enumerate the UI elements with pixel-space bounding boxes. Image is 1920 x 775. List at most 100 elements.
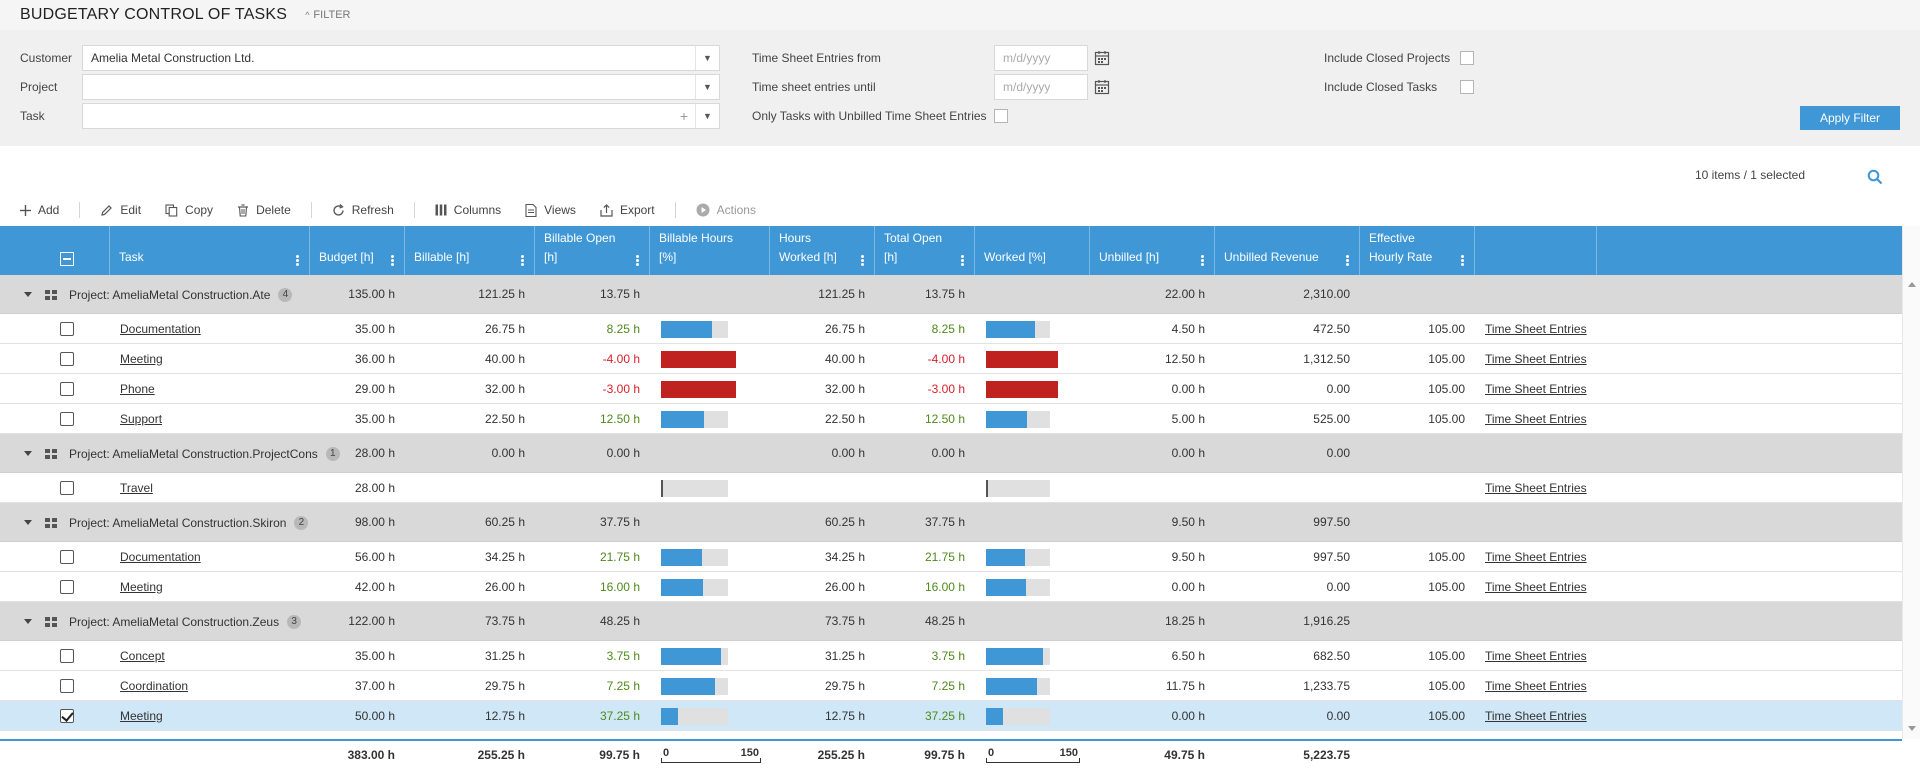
actions-button[interactable]: Actions	[696, 203, 756, 217]
header-unbilled-revenue[interactable]: Unbilled Revenue	[1215, 226, 1360, 275]
column-menu-icon[interactable]	[521, 255, 524, 266]
chevron-down-icon[interactable]: ▼	[695, 46, 719, 70]
column-menu-icon[interactable]	[861, 255, 864, 266]
table-row[interactable]: Concept 35.00 h 31.25 h 3.75 h 31.25 h 3.75 h…	[0, 641, 1902, 671]
columns-button[interactable]: Columns	[435, 203, 501, 217]
task-name-link[interactable]: Meeting	[120, 708, 163, 723]
header-worked-pct[interactable]: Worked [%]	[975, 226, 1090, 275]
filter-toggle[interactable]: ^ FILTER	[305, 9, 350, 21]
chevron-down-icon[interactable]: ▼	[695, 75, 719, 99]
column-menu-icon[interactable]	[1461, 255, 1464, 266]
row-checkbox[interactable]	[60, 550, 74, 564]
row-checkbox[interactable]	[60, 412, 74, 426]
refresh-button[interactable]: Refresh	[332, 203, 394, 217]
views-button[interactable]: Views	[525, 203, 576, 217]
calendar-icon[interactable]	[1094, 79, 1110, 95]
task-name-link[interactable]: Meeting	[120, 579, 163, 594]
column-menu-icon[interactable]	[296, 255, 299, 266]
row-checkbox[interactable]	[60, 481, 74, 495]
edit-button[interactable]: Edit	[100, 203, 141, 217]
header-total-open[interactable]: Total Open [h]	[875, 226, 975, 275]
table-row[interactable]: Phone 29.00 h 32.00 h -3.00 h 32.00 h -3.00 h…	[0, 374, 1902, 404]
row-checkbox[interactable]	[60, 580, 74, 594]
select-all-checkbox[interactable]	[60, 252, 74, 266]
task-name-link[interactable]: Travel	[120, 480, 153, 495]
header-billable[interactable]: Billable [h]	[405, 226, 535, 275]
caret-down-icon[interactable]	[24, 519, 32, 525]
task-name-link[interactable]: Documentation	[120, 549, 201, 564]
task-name-link[interactable]: Concept	[120, 648, 165, 663]
time-sheet-entries-link[interactable]: Time Sheet Entries	[1485, 480, 1587, 495]
apply-filter-button[interactable]: Apply Filter	[1800, 106, 1900, 130]
table-row[interactable]: Travel 28.00 h Time Sheet Entries	[0, 473, 1902, 503]
row-checkbox[interactable]	[60, 709, 74, 723]
export-button[interactable]: Export	[600, 203, 655, 217]
caret-down-icon[interactable]	[24, 450, 32, 456]
task-name-link[interactable]: Documentation	[120, 321, 201, 336]
table-row[interactable]: Documentation 35.00 h 26.75 h 8.25 h 26.75 h…	[0, 314, 1902, 344]
customer-combo[interactable]: Amelia Metal Construction Ltd. ▼	[82, 45, 720, 71]
project-combo[interactable]: ▼	[82, 74, 720, 100]
calendar-icon[interactable]	[1094, 50, 1110, 66]
task-combo[interactable]: + ▼	[82, 103, 720, 129]
closed-projects-checkbox[interactable]	[1460, 51, 1474, 65]
ts-until-input[interactable]: m/d/yyyy	[994, 74, 1088, 100]
time-sheet-entries-link[interactable]: Time Sheet Entries	[1485, 579, 1587, 594]
task-name-link[interactable]: Meeting	[120, 351, 163, 366]
closed-tasks-checkbox[interactable]	[1460, 80, 1474, 94]
time-sheet-entries-link[interactable]: Time Sheet Entries	[1485, 549, 1587, 564]
caret-down-icon[interactable]	[24, 291, 32, 297]
add-button[interactable]: Add	[20, 203, 59, 217]
group-row[interactable]: Project: AmeliaMetal Construction.Projec…	[0, 434, 1902, 473]
task-name-link[interactable]: Phone	[120, 381, 155, 396]
header-task[interactable]: Task	[110, 226, 310, 275]
column-menu-icon[interactable]	[1201, 255, 1204, 266]
group-row[interactable]: Project: AmeliaMetal Construction.Skiron…	[0, 503, 1902, 542]
search-icon[interactable]	[1867, 169, 1883, 185]
row-checkbox[interactable]	[60, 382, 74, 396]
group-row[interactable]: Project: AmeliaMetal Construction.Zeus 3 1…	[0, 602, 1902, 641]
copy-button[interactable]: Copy	[165, 203, 213, 217]
header-unbilled[interactable]: Unbilled [h]	[1090, 226, 1215, 275]
header-hours-worked[interactable]: Hours Worked [h]	[770, 226, 875, 275]
table-row[interactable]: Meeting 50.00 h 12.75 h 37.25 h 12.75 h 37.25…	[0, 701, 1902, 731]
column-menu-icon[interactable]	[636, 255, 639, 266]
header-budget[interactable]: Budget [h]	[310, 226, 405, 275]
time-sheet-entries-link[interactable]: Time Sheet Entries	[1485, 411, 1587, 426]
table-row[interactable]: Support 35.00 h 22.50 h 12.50 h 22.50 h 12.50…	[0, 404, 1902, 434]
vertical-scrollbar[interactable]	[1902, 226, 1920, 739]
header-billable-open[interactable]: Billable Open [h]	[535, 226, 650, 275]
column-menu-icon[interactable]	[1346, 255, 1349, 266]
table-row[interactable]: Meeting 36.00 h 40.00 h -4.00 h 40.00 h -4.00…	[0, 344, 1902, 374]
time-sheet-entries-link[interactable]: Time Sheet Entries	[1485, 321, 1587, 336]
row-checkbox[interactable]	[60, 322, 74, 336]
delete-button[interactable]: Delete	[237, 203, 291, 217]
scroll-up-icon[interactable]	[1908, 282, 1916, 287]
time-sheet-entries-link[interactable]: Time Sheet Entries	[1485, 648, 1587, 663]
row-checkbox[interactable]	[60, 679, 74, 693]
time-sheet-entries-link[interactable]: Time Sheet Entries	[1485, 678, 1587, 693]
scroll-down-icon[interactable]	[1908, 726, 1916, 731]
column-menu-icon[interactable]	[391, 255, 394, 266]
row-checkbox[interactable]	[60, 352, 74, 366]
header-billable-hours-pct[interactable]: Billable Hours [%]	[650, 226, 770, 275]
plus-icon[interactable]: +	[679, 108, 689, 124]
table-row[interactable]: Coordination 37.00 h 29.75 h 7.25 h 29.75 h 7…	[0, 671, 1902, 701]
task-cell: Meeting	[120, 701, 305, 730]
task-name-link[interactable]: Coordination	[120, 678, 189, 693]
ts-from-input[interactable]: m/d/yyyy	[994, 45, 1088, 71]
header-hours-worked-line2: Worked [h]	[779, 250, 837, 264]
table-row[interactable]: Documentation 56.00 h 34.25 h 21.75 h 34.25 …	[0, 542, 1902, 572]
table-row[interactable]: Meeting 42.00 h 26.00 h 16.00 h 26.00 h 16.00…	[0, 572, 1902, 602]
time-sheet-entries-link[interactable]: Time Sheet Entries	[1485, 381, 1587, 396]
time-sheet-entries-link[interactable]: Time Sheet Entries	[1485, 351, 1587, 366]
chevron-down-icon[interactable]: ▼	[695, 104, 719, 128]
unbilled-only-checkbox[interactable]	[994, 109, 1008, 123]
column-menu-icon[interactable]	[961, 255, 964, 266]
row-checkbox[interactable]	[60, 649, 74, 663]
task-name-link[interactable]: Support	[120, 411, 163, 426]
header-rate[interactable]: Effective Hourly Rate	[1360, 226, 1475, 275]
group-row[interactable]: Project: AmeliaMetal Construction.Ate 4 13…	[0, 275, 1902, 314]
caret-down-icon[interactable]	[24, 618, 32, 624]
time-sheet-entries-link[interactable]: Time Sheet Entries	[1485, 708, 1587, 723]
